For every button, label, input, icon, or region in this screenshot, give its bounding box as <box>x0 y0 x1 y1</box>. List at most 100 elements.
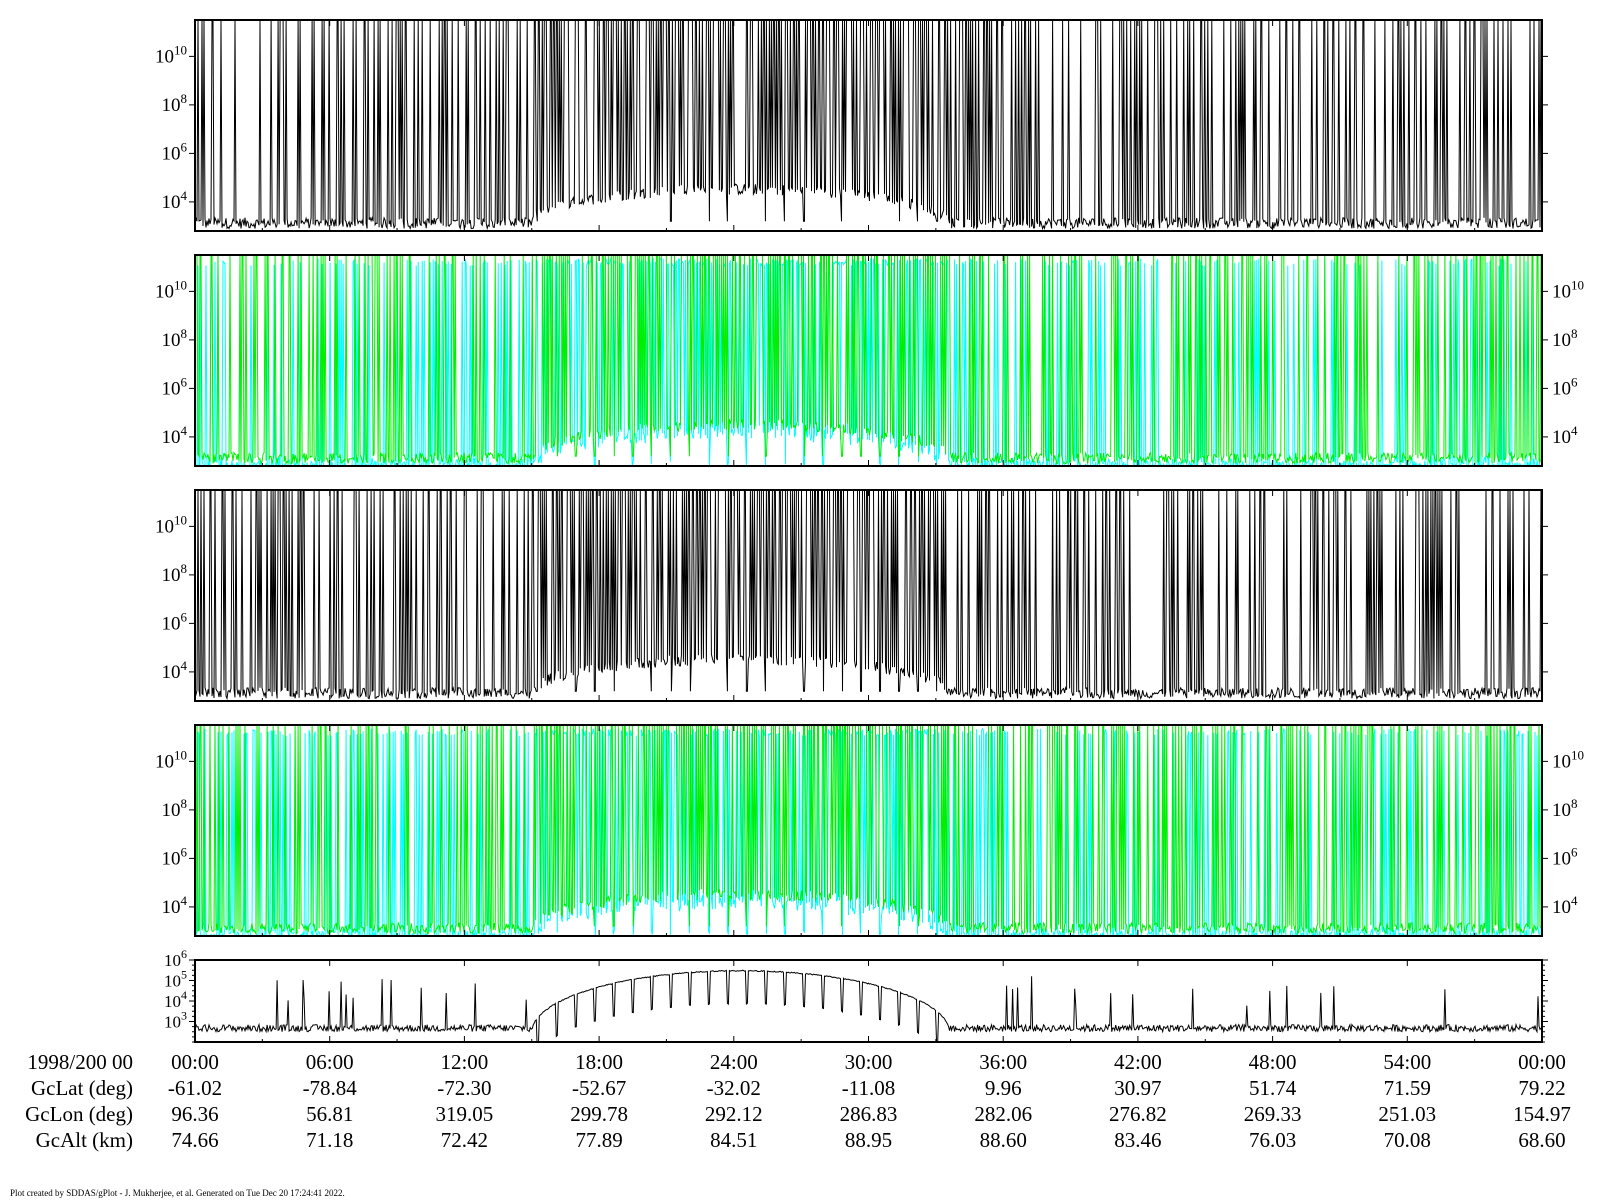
y-tick-exponent: 4 <box>181 658 188 673</box>
ephemeris-value: 79.22 <box>1518 1076 1565 1100</box>
y-tick-exponent: 8 <box>181 326 188 341</box>
y-tick-base: 10 <box>162 565 181 586</box>
y-tick-label: 108 <box>162 91 188 116</box>
panel-2-series-1 <box>195 255 1542 466</box>
x-tick-label: 42:00 <box>1114 1050 1162 1074</box>
panel-2-traces <box>195 255 1542 466</box>
y-tick-exponent: 10 <box>1571 747 1584 762</box>
panel-5-traces <box>195 969 1542 1042</box>
y-tick-exponent: 6 <box>1571 844 1578 859</box>
y-tick-base: 10 <box>162 427 181 448</box>
x-tick-label: 30:00 <box>845 1050 893 1074</box>
y-tick-base: 10 <box>162 378 181 399</box>
y-tick-exponent: 6 <box>181 374 188 389</box>
y-tick-label: 108 <box>162 561 188 586</box>
y-tick-label: 108 <box>1552 796 1578 821</box>
x-tick-label: 06:00 <box>306 1050 354 1074</box>
ephemeris-value: 83.46 <box>1114 1128 1161 1152</box>
footer-credit: Plot created by SDDAS/gPlot - J. Mukherj… <box>10 1188 345 1198</box>
y-tick-label: 106 <box>1552 374 1578 399</box>
ephemeris-value: -52.67 <box>572 1076 626 1100</box>
ephemeris-value: -32.02 <box>707 1076 761 1100</box>
x-tick-label: 00:00 <box>1518 1050 1566 1074</box>
ephemeris-row-label: GcLon (deg) <box>25 1102 133 1126</box>
y-tick-base: 10 <box>1552 330 1571 351</box>
y-tick-label: 106 <box>162 374 188 399</box>
y-tick-base: 10 <box>155 281 174 302</box>
y-tick-base: 10 <box>164 1013 181 1032</box>
y-tick-label: 1010 <box>155 512 187 537</box>
y-tick-label: 104 <box>162 423 188 448</box>
ephemeris-value: -78.84 <box>303 1076 358 1100</box>
ephemeris-value: -61.02 <box>168 1076 222 1100</box>
x-axis-labels: 1998/200 00 00:00 06:00 12:00 18:00 24:00 30:0… <box>25 1050 1571 1152</box>
panel-4-traces <box>195 725 1542 936</box>
ephemeris-value: 71.18 <box>306 1128 353 1152</box>
y-tick-base: 10 <box>1552 800 1571 821</box>
y-tick-label: 1010 <box>1552 277 1584 302</box>
ephemeris-value: 276.82 <box>1109 1102 1167 1126</box>
y-tick-base: 10 <box>162 897 181 918</box>
y-tick-label: 104 <box>162 893 188 918</box>
ephemeris-row-label: GcAlt (km) <box>36 1128 133 1152</box>
y-tick-label: 108 <box>1552 326 1578 351</box>
y-tick-label: 108 <box>162 326 188 351</box>
ephemeris-value: 319.05 <box>436 1102 494 1126</box>
y-tick-exponent: 6 <box>1571 374 1578 389</box>
ephemeris-value: 96.36 <box>171 1102 218 1126</box>
y-tick-label: 1010 <box>155 42 187 67</box>
y-tick-label: 104 <box>162 188 188 213</box>
y-tick-base: 10 <box>164 951 181 970</box>
y-tick-exponent: 3 <box>181 1009 187 1023</box>
y-tick-label: 1010 <box>155 747 187 772</box>
y-tick-base: 10 <box>1552 427 1571 448</box>
x-tick-label: 24:00 <box>710 1050 758 1074</box>
ephemeris-value: 286.83 <box>840 1102 898 1126</box>
y-tick-exponent: 4 <box>1571 893 1578 908</box>
y-tick-label: 1010 <box>1552 747 1584 772</box>
y-tick-base: 10 <box>164 992 181 1011</box>
y-tick-exponent: 8 <box>181 561 188 576</box>
ephemeris-value: 269.33 <box>1244 1102 1302 1126</box>
y-tick-label: 104 <box>1552 423 1578 448</box>
y-tick-exponent: 10 <box>174 747 187 762</box>
y-tick-label: 1010 <box>155 277 187 302</box>
y-tick-label: 106 <box>162 139 188 164</box>
ephemeris-value: 292.12 <box>705 1102 763 1126</box>
x-axis-date-label: 1998/200 00 <box>27 1050 133 1074</box>
panel-4-series-1 <box>195 725 1542 936</box>
y-tick-base: 10 <box>162 800 181 821</box>
y-tick-exponent: 4 <box>181 893 188 908</box>
x-tick-label: 54:00 <box>1383 1050 1431 1074</box>
y-tick-exponent: 8 <box>1571 796 1578 811</box>
y-tick-exponent: 8 <box>1571 326 1578 341</box>
y-tick-exponent: 6 <box>181 844 188 859</box>
ephemeris-row-label: GcLat (deg) <box>31 1076 133 1100</box>
ephemeris-value: 88.95 <box>845 1128 892 1152</box>
y-tick-label: 105 <box>164 968 187 991</box>
ephemeris-value: 72.42 <box>441 1128 488 1152</box>
y-tick-exponent: 10 <box>174 512 187 527</box>
y-tick-exponent: 4 <box>181 988 187 1002</box>
panel-3-series-1 <box>195 490 1542 701</box>
y-tick-exponent: 4 <box>181 188 188 203</box>
y-tick-base: 10 <box>1552 281 1571 302</box>
y-tick-base: 10 <box>155 516 174 537</box>
ephemeris-value: 77.89 <box>575 1128 622 1152</box>
ephemeris-value: 76.03 <box>1249 1128 1296 1152</box>
ephemeris-value: 68.60 <box>1518 1128 1565 1152</box>
panel-3-traces <box>195 490 1542 701</box>
y-tick-base: 10 <box>162 95 181 116</box>
y-tick-exponent: 10 <box>174 277 187 292</box>
panel-1-series-1 <box>195 20 1542 231</box>
y-tick-exponent: 6 <box>181 139 188 154</box>
panel-5-series-1 <box>195 969 1542 1042</box>
panel-1-traces <box>195 20 1542 231</box>
